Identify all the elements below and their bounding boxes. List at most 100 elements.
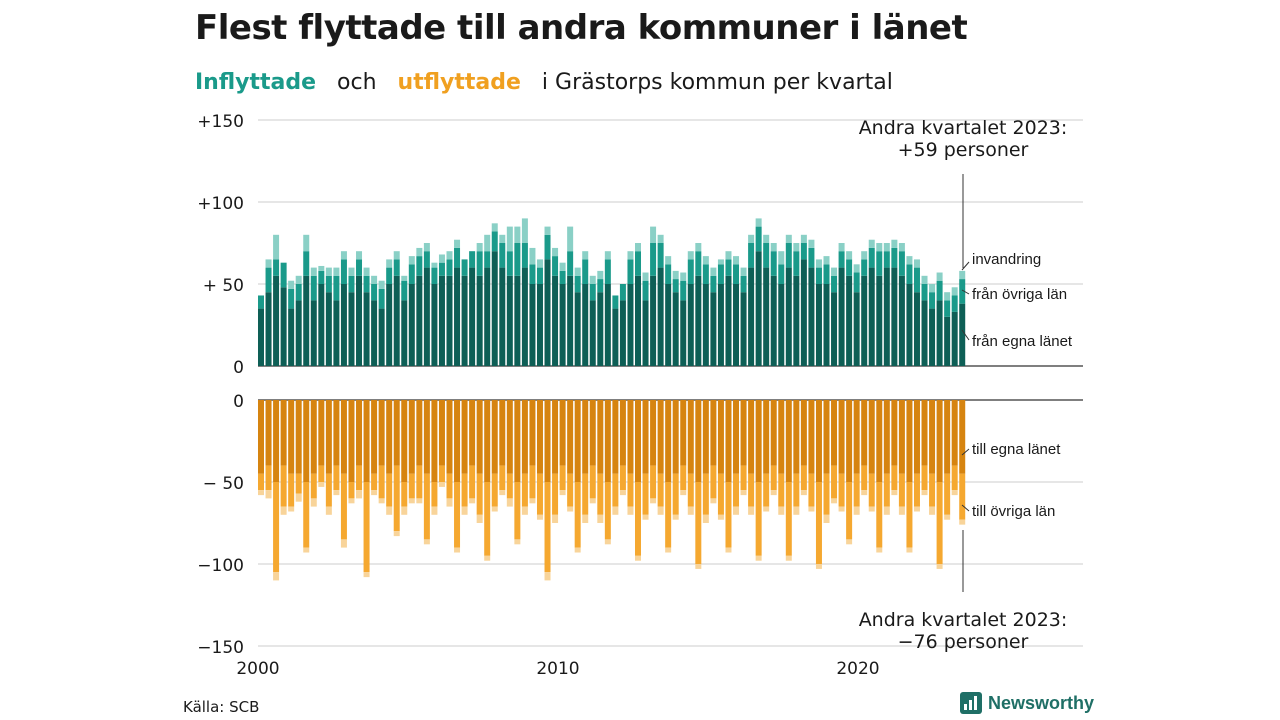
- bar-inflow-egna: [574, 292, 581, 366]
- bar-inflow-invandring: [273, 234, 280, 260]
- bar-outflow-egna: [552, 400, 559, 474]
- bar-outflow-ovriga: [431, 482, 438, 507]
- bar-outflow-utvandring: [785, 555, 792, 561]
- bar-inflow-ovriga: [521, 243, 528, 268]
- bar-inflow-invandring: [778, 251, 785, 265]
- bar-outflow-egna: [521, 400, 528, 474]
- bar-inflow-invandring: [748, 234, 755, 243]
- bar-inflow-egna: [589, 300, 596, 366]
- bar-outflow-utvandring: [393, 531, 400, 537]
- bar-outflow-egna: [680, 400, 687, 466]
- bar-outflow-ovriga: [265, 465, 272, 491]
- bar-outflow-ovriga: [363, 482, 370, 573]
- bar-outflow-ovriga: [416, 465, 423, 499]
- bar-outflow-utvandring: [755, 555, 762, 561]
- bar-inflow-invandring: [913, 259, 920, 268]
- bar-inflow-invandring: [883, 243, 890, 252]
- bar-outflow-ovriga: [567, 473, 574, 507]
- bar-outflow-ovriga: [913, 473, 920, 507]
- bar-outflow-utvandring: [491, 506, 498, 512]
- bar-inflow-egna: [265, 292, 272, 366]
- bar-inflow-egna: [717, 284, 724, 366]
- bar-inflow-egna: [273, 275, 280, 366]
- bar-outflow-egna: [469, 400, 476, 466]
- bar-inflow-invandring: [499, 234, 506, 243]
- bar-inflow-ovriga: [936, 280, 943, 301]
- bar-outflow-egna: [431, 400, 438, 482]
- bar-outflow-utvandring: [717, 514, 724, 520]
- bar-outflow-egna: [717, 400, 724, 474]
- bar-outflow-utvandring: [868, 506, 875, 512]
- bar-inflow-ovriga: [815, 267, 822, 284]
- label-leader: [961, 289, 970, 295]
- bar-inflow-egna: [552, 275, 559, 366]
- bar-inflow-invandring: [657, 234, 664, 243]
- bar-outflow-egna: [318, 400, 325, 466]
- x-tick-label: 2020: [836, 659, 879, 679]
- bar-inflow-egna: [431, 284, 438, 366]
- bar-inflow-invandring: [604, 251, 611, 260]
- bar-outflow-egna: [755, 400, 762, 482]
- bar-outflow-egna: [921, 400, 928, 466]
- bar-inflow-ovriga: [627, 259, 634, 284]
- bar-inflow-invandring: [898, 243, 905, 252]
- bar-outflow-utvandring: [680, 490, 687, 496]
- bar-outflow-ovriga: [536, 473, 543, 515]
- bar-inflow-ovriga: [740, 275, 747, 293]
- bar-outflow-ovriga: [446, 473, 453, 499]
- bar-inflow-egna: [635, 275, 641, 366]
- bar-inflow-egna: [710, 292, 717, 366]
- bar-outflow-ovriga: [499, 465, 506, 491]
- bar-inflow-ovriga: [680, 280, 687, 301]
- subtitle-outflow-word: utflyttade: [397, 70, 521, 95]
- bar-outflow-utvandring: [469, 498, 476, 504]
- bar-outflow-utvandring: [808, 506, 815, 512]
- bar-outflow-ovriga: [288, 473, 295, 507]
- bar-outflow-ovriga: [951, 465, 958, 491]
- label-leader: [961, 261, 970, 271]
- bar-outflow-utvandring: [853, 506, 860, 515]
- bar-outflow-ovriga: [574, 482, 581, 548]
- bar-inflow-ovriga: [763, 243, 770, 268]
- bar-inflow-ovriga: [883, 251, 890, 268]
- bar-outflow-utvandring: [740, 490, 747, 496]
- bar-inflow-ovriga: [423, 251, 430, 268]
- bar-inflow-ovriga: [944, 300, 951, 317]
- bar-outflow-ovriga: [687, 473, 694, 507]
- bar-outflow-ovriga: [340, 473, 347, 540]
- bar-outflow-utvandring: [642, 514, 649, 520]
- bar-outflow-ovriga: [695, 482, 702, 564]
- y-tick-label: 0: [233, 358, 244, 378]
- annotation-bottom-line2: −76 personer: [898, 631, 1029, 653]
- bar-outflow-ovriga: [333, 465, 340, 491]
- bar-inflow-ovriga: [846, 259, 853, 276]
- y-tick-label: −150: [197, 638, 244, 658]
- bar-inflow-invandring: [356, 251, 363, 260]
- bar-outflow-utvandring: [454, 547, 461, 553]
- bar-outflow-egna: [529, 400, 536, 466]
- bar-outflow-egna: [265, 400, 272, 466]
- bar-inflow-ovriga: [657, 243, 664, 268]
- bar-outflow-egna: [438, 400, 445, 466]
- bar-outflow-utvandring: [657, 506, 664, 515]
- y-tick-label: + 50: [203, 276, 244, 296]
- bar-inflow-invandring: [853, 264, 860, 273]
- bar-inflow-invandring: [672, 270, 679, 280]
- x-tick-label: 2010: [536, 659, 579, 679]
- bar-outflow-ovriga: [484, 482, 491, 556]
- bar-inflow-invandring: [536, 259, 543, 268]
- bar-outflow-egna: [853, 400, 860, 474]
- bar-outflow-ovriga: [657, 473, 664, 507]
- bar-inflow-invandring: [944, 292, 951, 301]
- bar-inflow-egna: [356, 275, 363, 366]
- bar-outflow-egna: [491, 400, 498, 474]
- bar-inflow-invandring: [831, 267, 838, 276]
- bar-outflow-utvandring: [695, 564, 702, 569]
- bar-inflow-egna: [921, 300, 928, 366]
- bar-inflow-ovriga: [431, 267, 438, 284]
- bar-outflow-egna: [363, 400, 370, 482]
- source-label: Källa: SCB: [183, 698, 260, 716]
- bar-outflow-egna: [838, 400, 845, 474]
- bar-outflow-egna: [725, 400, 732, 482]
- bar-inflow-egna: [325, 292, 332, 366]
